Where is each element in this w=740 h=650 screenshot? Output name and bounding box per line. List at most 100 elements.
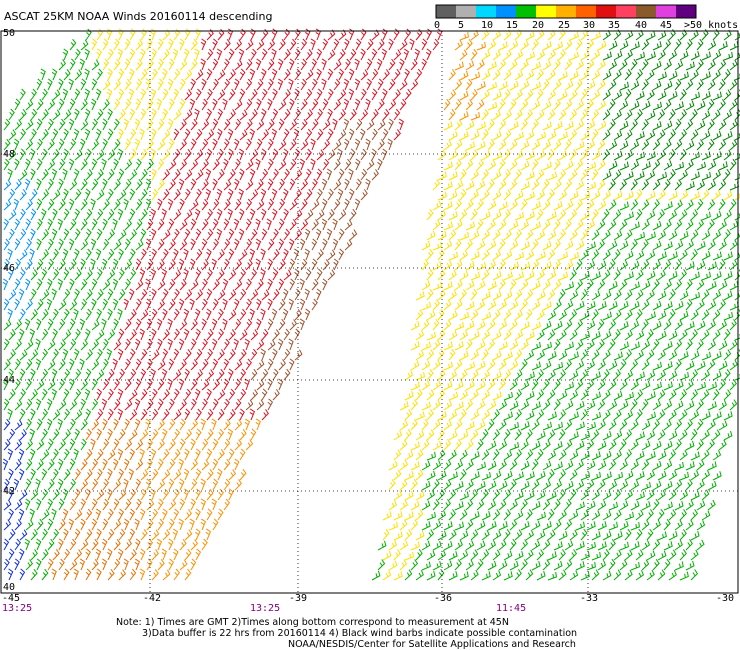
wind-barb	[696, 418, 704, 431]
wind-barb	[179, 119, 187, 131]
wind-barb	[514, 309, 523, 321]
wind-barb	[151, 529, 160, 541]
wind-barb	[14, 278, 21, 291]
wind-barb	[487, 500, 497, 511]
wind-barb	[674, 101, 684, 111]
wind-barb	[591, 128, 599, 141]
wind-barb	[531, 221, 541, 231]
wind-barb	[481, 571, 491, 581]
wind-barb	[74, 549, 83, 561]
wind-barb	[337, 188, 344, 201]
wind-barb	[421, 380, 431, 391]
wind-barb	[129, 549, 137, 561]
wind-barb	[652, 338, 660, 351]
wind-barb	[355, 158, 361, 171]
wind-barb	[283, 368, 291, 381]
wind-barb	[267, 198, 274, 211]
wind-barb	[674, 259, 682, 271]
wind-barb	[145, 238, 152, 251]
wind-barb	[36, 118, 43, 131]
wind-barb	[91, 419, 100, 431]
wind-barb	[481, 311, 491, 321]
wind-barb	[701, 171, 711, 181]
wind-barb	[624, 528, 632, 541]
wind-barb	[239, 329, 248, 341]
wind-barb	[256, 279, 264, 291]
wind-barb	[487, 119, 495, 131]
wind-barb	[123, 558, 129, 571]
wind-barb	[531, 61, 541, 71]
wind-barb	[404, 490, 414, 501]
wind-barb	[190, 338, 197, 351]
wind-barb	[575, 99, 584, 111]
wind-barb	[492, 309, 501, 321]
wind-barb	[437, 530, 447, 541]
wind-barb	[575, 140, 585, 151]
wind-barb	[613, 430, 623, 441]
wind-barb	[690, 369, 699, 381]
wind-barb	[580, 489, 589, 501]
wind-barb	[140, 368, 147, 381]
wind-barb	[652, 80, 662, 91]
wind-barb	[211, 418, 217, 431]
wind-barb	[663, 279, 672, 291]
wind-barb	[223, 238, 231, 251]
wind-barb	[569, 351, 579, 361]
wind-barb	[624, 410, 634, 421]
wind-barb	[19, 249, 28, 261]
wind-barb	[146, 159, 154, 171]
wind-barb	[613, 169, 622, 181]
wind-barb	[663, 59, 672, 71]
wind-barb	[635, 389, 644, 401]
wind-barb	[459, 188, 467, 201]
legend-label-35: 35	[608, 20, 620, 31]
wind-barb	[707, 138, 715, 151]
wind-barb	[179, 59, 188, 71]
wind-barb	[630, 480, 640, 491]
wind-barb	[558, 189, 567, 201]
wind-barb	[685, 279, 693, 291]
wind-barb	[41, 528, 48, 541]
wind-barb	[234, 479, 242, 491]
wind-barb	[139, 568, 146, 581]
wind-barb	[558, 489, 566, 501]
wind-barb	[586, 421, 596, 431]
wind-barb	[8, 508, 15, 521]
wind-barb	[393, 129, 401, 141]
wind-barb	[96, 108, 104, 121]
wind-barb	[168, 398, 175, 411]
wind-barb	[558, 509, 567, 521]
wind-barb	[690, 350, 700, 361]
wind-barb	[102, 358, 109, 371]
wind-barb	[18, 468, 25, 481]
wind-barb	[316, 48, 323, 61]
wind-barb	[685, 321, 695, 331]
wind-barb	[255, 418, 261, 431]
wind-barb	[415, 371, 425, 381]
wind-barb	[498, 539, 507, 551]
wind-barb	[168, 538, 174, 551]
wind-barb	[173, 248, 179, 261]
wind-barb	[663, 99, 672, 111]
wind-barb	[124, 58, 131, 71]
wind-barb	[536, 490, 546, 501]
wind-barb	[239, 88, 246, 101]
wind-barb	[129, 268, 137, 281]
wind-barb	[624, 191, 634, 201]
wind-barb	[140, 429, 149, 441]
wind-barb	[91, 78, 98, 91]
wind-barb	[701, 369, 710, 381]
wind-barb	[520, 521, 530, 531]
wind-barb	[503, 450, 513, 461]
wind-barb	[454, 279, 463, 291]
wind-barb	[591, 190, 601, 201]
wind-barb	[113, 258, 119, 271]
wind-barb	[707, 79, 716, 91]
wind-barb	[316, 268, 323, 281]
wind-barb	[602, 149, 610, 161]
wind-barb	[575, 119, 584, 131]
wind-barb	[399, 79, 408, 91]
wind-barb	[327, 88, 334, 101]
wind-barb	[520, 198, 528, 211]
wind-barb	[250, 329, 259, 341]
